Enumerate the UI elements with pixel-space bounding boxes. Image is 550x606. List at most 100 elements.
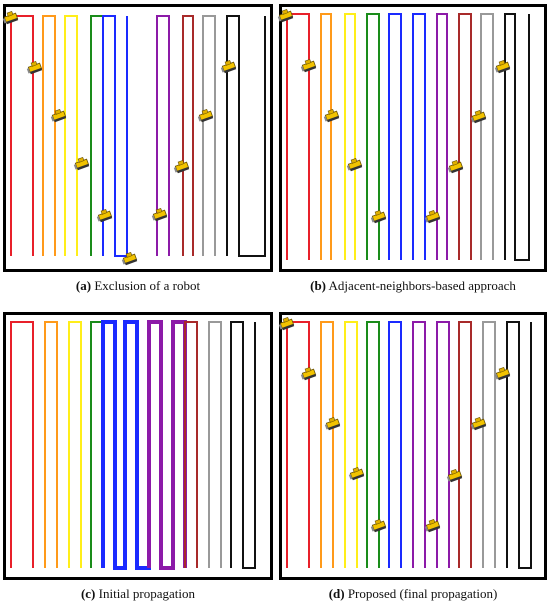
robot-cab xyxy=(328,416,336,423)
caption-c-text: Initial propagation xyxy=(98,586,196,601)
coverage-map-a xyxy=(2,4,273,272)
robot-icon xyxy=(121,251,138,266)
robot-cab xyxy=(374,209,382,216)
robot-icon xyxy=(173,159,190,174)
robot-blade xyxy=(470,117,475,123)
path-lane-5 xyxy=(388,321,402,568)
robot-icon xyxy=(447,159,464,174)
robot-blade xyxy=(73,164,78,170)
path-brown xyxy=(182,15,194,256)
robot-icon xyxy=(494,366,511,381)
robot-icon xyxy=(348,466,365,481)
robot-icon xyxy=(50,108,67,123)
robot-blade xyxy=(50,116,55,122)
path-lane-7 xyxy=(436,13,448,260)
caption-d: (d) Proposed (final propagation) xyxy=(279,586,547,602)
robot-icon xyxy=(96,208,113,223)
robot-track xyxy=(6,17,19,25)
robot-icon xyxy=(370,209,387,224)
path-lane-10 xyxy=(506,321,532,569)
caption-d-label: (d) xyxy=(328,586,345,601)
robot-cab xyxy=(54,108,62,115)
robot-track xyxy=(328,423,341,431)
robot-track xyxy=(100,215,113,223)
coverage-map-c xyxy=(3,312,273,580)
path-brown xyxy=(184,321,198,568)
robot-track xyxy=(498,66,511,74)
robot-track xyxy=(177,166,190,174)
path-lane-2 xyxy=(320,321,334,568)
robot-blade xyxy=(300,374,305,380)
robot-track xyxy=(428,216,441,224)
robot-icon xyxy=(424,518,441,533)
robot-track xyxy=(282,323,295,331)
robot-icon xyxy=(277,8,294,23)
robot-cab xyxy=(428,518,436,525)
robot-track xyxy=(30,67,43,75)
robot-icon xyxy=(470,416,487,431)
robot-icon xyxy=(197,108,214,123)
path-lane-1 xyxy=(286,321,310,568)
path-yellow xyxy=(68,321,82,568)
robot-blade xyxy=(424,217,429,223)
caption-c: (c) Initial propagation xyxy=(3,586,273,602)
caption-a-text: Exclusion of a robot xyxy=(94,278,201,293)
robot-icon xyxy=(370,518,387,533)
path-lane-4 xyxy=(366,13,380,260)
robot-track xyxy=(374,216,387,224)
robot-blade xyxy=(424,526,429,532)
robot-cab xyxy=(374,518,382,525)
caption-b-text: Adjacent-neighbors-based approach xyxy=(328,278,516,293)
robot-blade xyxy=(370,526,375,532)
panel-b xyxy=(277,4,547,272)
robot-blade xyxy=(370,217,375,223)
path-gray xyxy=(208,321,222,568)
robot-cab xyxy=(304,366,312,373)
path-lane-3 xyxy=(344,321,358,568)
robot-icon xyxy=(2,10,19,25)
path-red xyxy=(10,321,34,568)
robot-track xyxy=(54,115,67,123)
panel-d xyxy=(278,312,547,580)
path-lane-1 xyxy=(286,13,310,260)
robot-blade xyxy=(470,424,475,430)
robot-blade xyxy=(26,68,31,74)
robot-cab xyxy=(177,159,185,166)
caption-c-label: (c) xyxy=(80,586,96,601)
robot-track xyxy=(428,525,441,533)
robot-track xyxy=(352,473,365,481)
path-lane-5 xyxy=(388,13,402,260)
path-yellow xyxy=(64,15,78,256)
robot-cab xyxy=(282,316,290,323)
caption-a-label: (a) xyxy=(75,278,92,293)
robot-blade xyxy=(151,215,156,221)
path-gray xyxy=(202,15,216,256)
robot-track xyxy=(77,163,90,171)
robot-cab xyxy=(352,466,360,473)
caption-b-label: (b) xyxy=(310,278,326,293)
robot-icon xyxy=(494,59,511,74)
caption-b: (b) Adjacent-neighbors-based approach xyxy=(279,278,547,294)
path-blue xyxy=(101,320,151,570)
path-lane-6 xyxy=(412,13,426,260)
robot-cab xyxy=(498,366,506,373)
robot-cab xyxy=(474,416,482,423)
robot-blade xyxy=(220,67,225,73)
robot-track xyxy=(155,214,168,222)
robot-blade xyxy=(494,67,499,73)
robot-cab xyxy=(350,157,358,164)
robot-cab xyxy=(327,108,335,115)
path-lane-6 xyxy=(412,321,426,568)
robot-track xyxy=(327,115,340,123)
path-red xyxy=(10,15,34,256)
workspace-border xyxy=(3,4,273,272)
robot-track xyxy=(474,116,487,124)
robot-icon xyxy=(446,468,463,483)
robot-track xyxy=(224,66,237,74)
path-purple xyxy=(147,320,187,570)
robot-track xyxy=(498,373,511,381)
robot-track xyxy=(125,258,138,266)
caption-d-text: Proposed (final propagation) xyxy=(347,586,498,601)
robot-icon xyxy=(324,416,341,431)
path-lane-3 xyxy=(344,13,356,260)
